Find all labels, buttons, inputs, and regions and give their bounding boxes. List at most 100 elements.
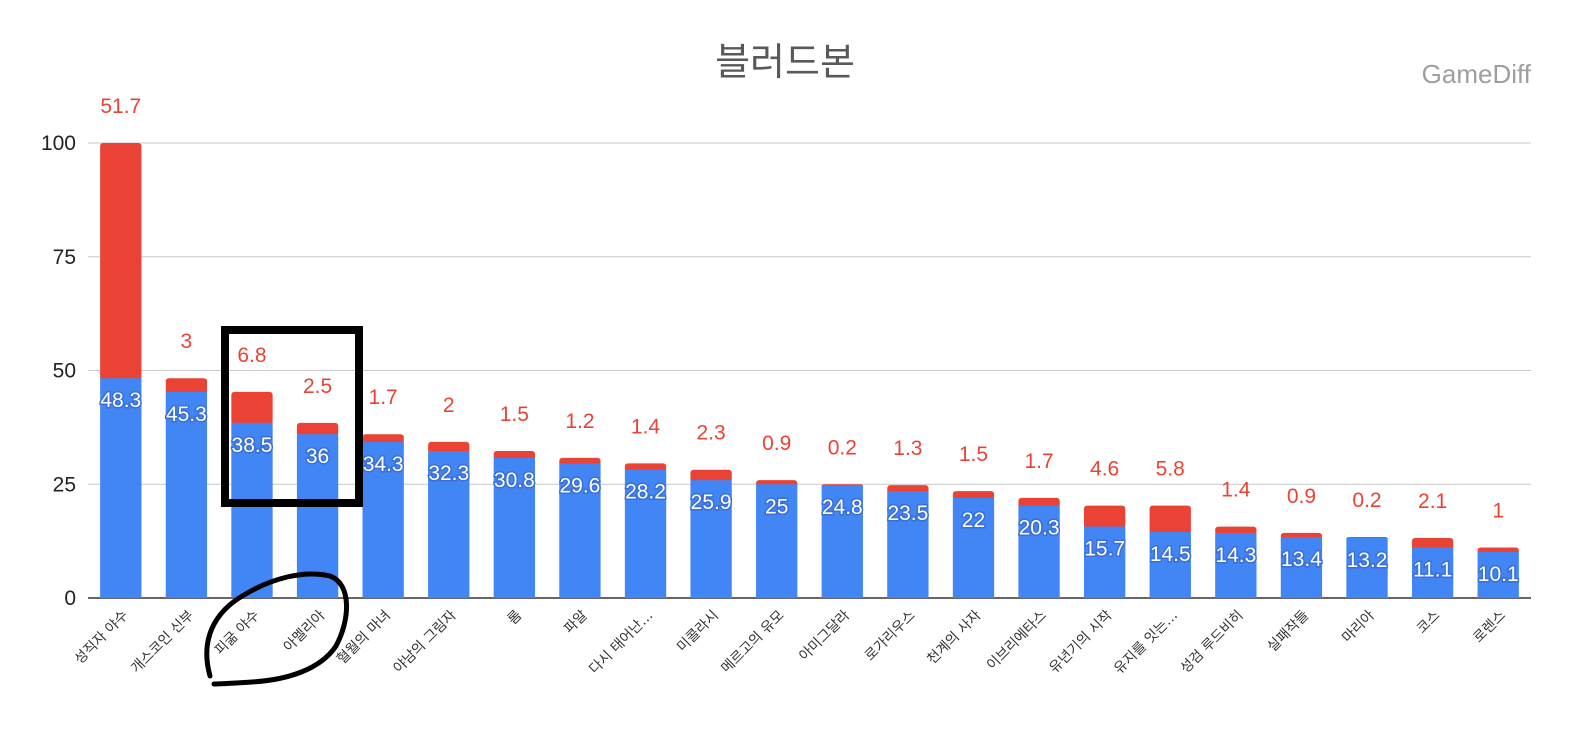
data-label-upper: 0.9 [1287, 485, 1316, 508]
bar-segment-upper [493, 451, 536, 460]
x-category-label: 아멜리아 [281, 607, 329, 655]
data-label-upper: 1.4 [631, 415, 661, 438]
data-label-lower: 45.3 [166, 403, 207, 426]
x-category-label: 메르고의 유모 [718, 607, 787, 676]
data-label-lower: 38.5 [232, 434, 273, 457]
chart-title: 블러드본 [715, 40, 855, 84]
data-label-lower: 48.3 [100, 389, 141, 412]
data-label-lower: 30.8 [494, 469, 535, 492]
bar-segment-lower [1411, 547, 1454, 598]
y-tick-label: 50 [53, 360, 76, 383]
data-label-upper: 0.2 [1352, 489, 1381, 512]
bar-segment-lower [428, 451, 470, 598]
x-category-label: 유지를 잇는… [1111, 608, 1181, 678]
bar-segment-lower [100, 378, 142, 598]
data-label-upper: 1.5 [500, 403, 529, 426]
bar-segment-upper [1083, 505, 1126, 529]
x-category-label: 혈월의 마녀 [334, 608, 394, 668]
x-category-label: 아미그달라 [796, 607, 853, 664]
data-label-lower: 23.5 [887, 502, 928, 525]
bar-segment-lower [1477, 552, 1519, 598]
data-label-lower: 14.5 [1150, 543, 1191, 566]
x-category-label: 다시 태어난… [586, 608, 656, 678]
data-label-lower: 25 [765, 495, 788, 518]
bar-segment-upper [952, 491, 995, 500]
data-label-lower: 20.3 [1019, 517, 1060, 540]
x-category-label: 개스코인 신부 [128, 607, 197, 676]
data-label-lower: 10.1 [1478, 563, 1519, 586]
data-label-upper: 4.6 [1090, 458, 1119, 481]
bar-segment-lower [624, 469, 667, 598]
bars [100, 143, 1519, 598]
bar-segment-upper [231, 391, 273, 425]
x-category-label: 유년기의 시작 [1046, 607, 1115, 676]
y-tick-label: 75 [53, 246, 76, 269]
bar-segment-lower [165, 391, 208, 598]
bar-segment-lower [887, 491, 929, 598]
data-label-lower: 32.3 [428, 462, 469, 485]
highlight-rectangle [221, 326, 363, 507]
data-label-lower: 36 [306, 445, 329, 468]
bar-segment-upper [165, 378, 208, 394]
bar-segment-lower [1346, 537, 1388, 598]
bar-segment-lower [362, 441, 404, 598]
data-label-lower: 22 [962, 509, 985, 532]
data-label-upper: 1 [1492, 499, 1504, 522]
bar-segment-lower [1280, 537, 1323, 598]
x-category-label: 롬 [505, 607, 526, 628]
bar-segment-lower [493, 457, 536, 598]
data-label-upper: 3 [181, 330, 193, 353]
data-label-lower: 34.3 [363, 453, 404, 476]
hand-drawn-circle [204, 571, 349, 687]
bar-segment-upper [1149, 505, 1191, 535]
bar-segment-lower [231, 422, 273, 598]
data-label-upper: 0.9 [762, 432, 791, 455]
bar-segment-lower [756, 484, 798, 598]
data-label-lower: 14.3 [1215, 544, 1256, 567]
x-category-label: 실패작들 [1265, 607, 1313, 655]
x-category-label: 로렌스 [1470, 607, 1509, 646]
bar-segment-lower [559, 463, 601, 598]
data-label-upper: 2.1 [1418, 490, 1447, 513]
bar-segment-upper [362, 434, 404, 444]
data-label-upper: 0.2 [828, 436, 857, 459]
data-label-lower: 24.8 [822, 496, 863, 519]
data-label-upper: 2 [443, 394, 455, 417]
data-label-upper: 1.3 [893, 437, 922, 460]
x-category-label: 야남의 그림자 [390, 607, 459, 676]
bar-segment-upper [1411, 537, 1454, 550]
bar-segment-lower [1083, 526, 1126, 598]
bar-segment-lower [1018, 505, 1060, 598]
data-label-upper: 1.7 [1024, 450, 1053, 473]
data-label-upper: 2.5 [303, 375, 332, 398]
x-category-label: 천계의 사자 [924, 607, 984, 667]
data-label-upper: 5.8 [1156, 458, 1185, 481]
bar-segment-upper [624, 463, 667, 472]
bar-segment-upper [690, 469, 732, 483]
bar-segment-upper [100, 143, 142, 381]
annotations [204, 326, 363, 687]
x-category-label: 성검 루드비히 [1178, 608, 1247, 677]
bar-segment-lower [690, 480, 732, 598]
data-label-lower: 11.1 [1413, 558, 1452, 581]
data-label-upper: 1.4 [1221, 479, 1251, 502]
data-label-lower: 13.4 [1281, 548, 1322, 571]
bar-segment-upper [428, 441, 470, 454]
data-label-upper: 51.7 [100, 95, 141, 118]
data-label-upper: 1.5 [959, 443, 988, 466]
bar-segment-upper [1018, 497, 1060, 508]
x-category-label: 파알 [561, 607, 591, 637]
bar-segment-upper [1215, 526, 1257, 535]
y-axis-ticks: 0 25 50 75 100 [41, 132, 76, 610]
data-label-lower: 28.2 [625, 481, 666, 504]
y-tick-label: 0 [64, 587, 76, 610]
x-category-label: 미콜라시 [674, 608, 722, 656]
data-label-lower: 25.9 [691, 491, 732, 514]
bar-segment-lower [1215, 532, 1257, 598]
x-category-label: 마리아 [1339, 607, 1378, 646]
data-label-upper: 2.3 [697, 422, 726, 445]
y-tick-label: 100 [41, 132, 76, 155]
bar-segment-lower [1149, 532, 1191, 598]
